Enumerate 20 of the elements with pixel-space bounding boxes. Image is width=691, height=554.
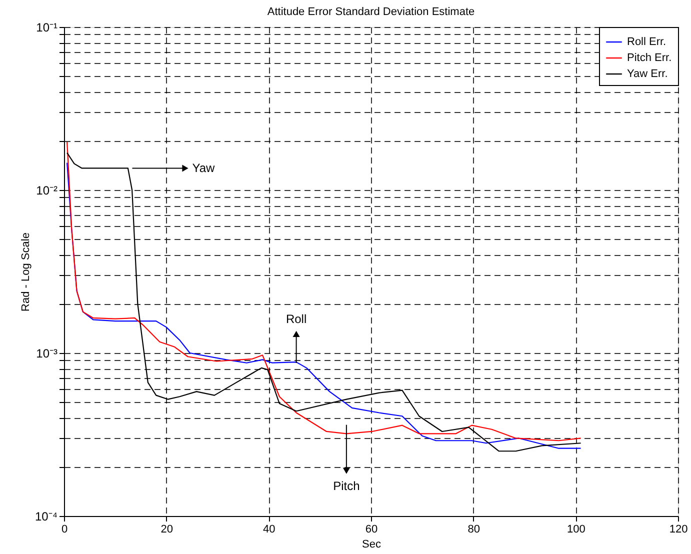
x-tick-label: 0 <box>61 524 68 536</box>
legend-label: Yaw Err. <box>627 68 668 80</box>
x-tick-label: 60 <box>365 524 378 536</box>
y-tick-label: 10⁻³ <box>36 346 58 360</box>
x-axis-title: Sec <box>362 538 382 550</box>
y-tick-label: 10⁻¹ <box>36 20 58 34</box>
y-tick-label: 10⁻⁴ <box>34 510 58 524</box>
x-tick-label: 120 <box>669 524 688 536</box>
legend-label: Pitch Err. <box>627 52 672 64</box>
x-tick-label: 40 <box>263 524 276 536</box>
y-tick-label: 10⁻² <box>36 184 58 198</box>
annotation: Roll <box>286 312 307 326</box>
x-tick-label: 100 <box>566 524 586 536</box>
x-tick-label: 80 <box>468 524 480 536</box>
x-tick-label: 20 <box>160 524 173 536</box>
legend-label: Roll Err. <box>627 36 666 48</box>
annotation: Yaw <box>192 161 216 176</box>
y-axis-title: Rad - Log Scale <box>20 232 32 312</box>
annotation: Pitch <box>333 478 360 493</box>
chart-title: Attitude Error Standard Deviation Estimate <box>267 6 475 18</box>
